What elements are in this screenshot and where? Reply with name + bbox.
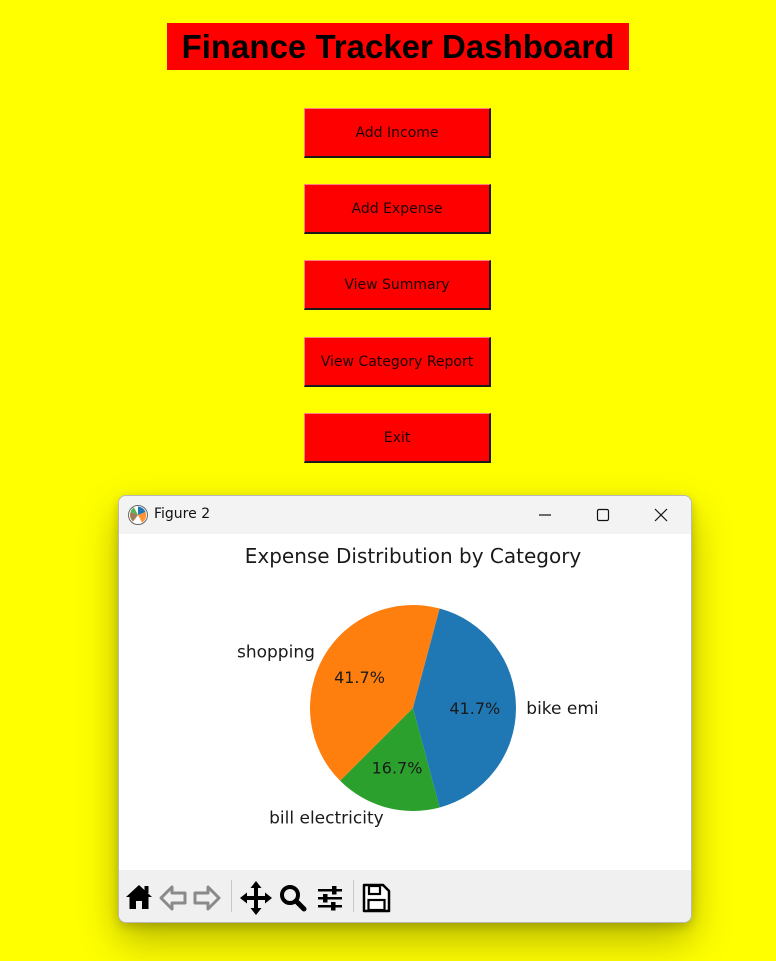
chart-title: Expense Distribution by Category [245, 544, 582, 568]
window-title: Figure 2 [154, 506, 211, 522]
matplotlib-icon [127, 504, 149, 526]
pie-percent-label: 41.7% [449, 699, 500, 718]
toolbar-separator [231, 880, 232, 912]
forward-icon[interactable] [191, 876, 223, 916]
add-income-button[interactable]: Add Income [304, 108, 491, 158]
pie-chart: Expense Distribution by Category 41.7% sh… [237, 544, 599, 828]
pie-slice-bike-emi [413, 608, 517, 808]
close-icon[interactable] [632, 496, 690, 534]
pie-category-label: bike emi [526, 699, 598, 719]
zoom-icon[interactable] [277, 876, 309, 916]
window-titlebar[interactable]: Figure 2 [119, 496, 691, 534]
configure-subplots-icon[interactable] [314, 876, 346, 916]
figure-canvas: Expense Distribution by Category 41.7% sh… [119, 534, 691, 870]
minimize-icon[interactable] [516, 496, 574, 534]
save-icon[interactable] [360, 876, 392, 916]
figure-window: Figure 2 Expense Distribution by Categor… [118, 495, 692, 923]
pan-icon[interactable] [240, 876, 272, 916]
exit-button[interactable]: Exit [304, 413, 491, 463]
navigation-toolbar [119, 870, 691, 922]
view-category-report-button[interactable]: View Category Report [304, 337, 491, 387]
pie-category-label: bill electricity [269, 808, 384, 828]
pie-category-label: shopping [237, 642, 315, 662]
maximize-icon[interactable] [574, 496, 632, 534]
pie-percent-label: 16.7% [372, 759, 423, 778]
toolbar-separator [353, 880, 354, 912]
pie-percent-label: 41.7% [334, 668, 385, 687]
home-icon[interactable] [123, 876, 155, 916]
pie-slice-shopping [310, 605, 440, 781]
view-summary-button[interactable]: View Summary [304, 260, 491, 310]
add-expense-button[interactable]: Add Expense [304, 184, 491, 234]
back-icon[interactable] [157, 876, 189, 916]
pie-slice-bill-electricity [340, 708, 440, 811]
dashboard-title: Finance Tracker Dashboard [167, 23, 629, 70]
